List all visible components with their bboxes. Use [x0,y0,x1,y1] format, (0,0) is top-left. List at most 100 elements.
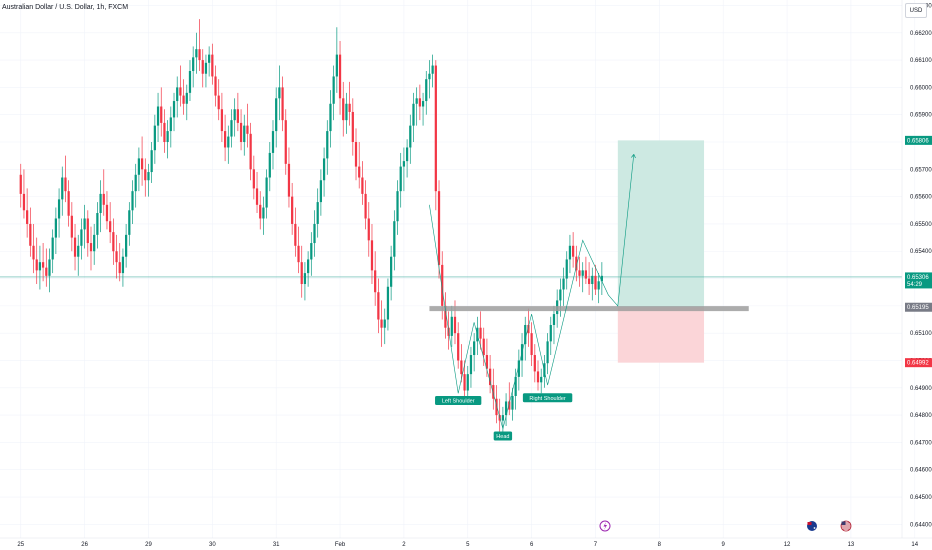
candle-body [144,169,147,181]
candle-body [291,196,294,224]
candle-body [220,109,224,132]
candle-body [549,324,552,342]
price-tick-label: 0.65600 [910,195,932,201]
candle-body [57,199,61,219]
candle-body [396,191,399,222]
candle-body [271,131,275,153]
candle-body [517,360,520,377]
candle-body [431,65,434,74]
candle-body [300,262,303,285]
candle-body [147,172,150,181]
candle-body [252,169,255,189]
candle-body [326,131,329,159]
candle-body [313,223,316,244]
pattern-label-box [522,393,573,403]
candle-body [89,243,93,252]
candle-body [278,87,281,99]
pattern-path-line[interactable] [429,154,635,430]
candle-body [425,79,428,102]
time-axis[interactable]: 25 26 29 30 31 Feb 2 5 6 7 8 9 12 13 14 [17,542,918,548]
time-tick-label: 8 [658,542,662,548]
candle-body [329,103,332,132]
candle-body [345,103,348,121]
candle-body [399,166,402,192]
target-zone[interactable] [617,140,705,308]
price-axis[interactable]: 0.663000.662000.661000.660000.659000.658… [910,3,932,528]
candle-body [54,218,57,238]
stop-zone[interactable] [617,307,705,363]
candle-body [450,316,453,336]
candle-body [488,368,492,386]
candle-body [303,273,307,285]
projection-arrowhead [631,154,636,159]
candle-body [415,98,418,104]
candle-body [562,278,565,290]
pattern-label-box [435,395,482,405]
candle-body [185,92,188,104]
candle-body [102,193,105,205]
candle-body [428,73,431,80]
candle-body [409,125,412,148]
candle-body [233,109,236,121]
candle-body [460,360,463,375]
candle-body [77,245,80,257]
candle-body [533,355,536,372]
candle-body [508,401,511,410]
price-tick-label: 0.64500 [910,495,932,501]
neckline-level[interactable] [429,306,749,312]
price-tick-label: 0.65100 [910,331,932,337]
candle-body [214,76,217,96]
candle-body [402,161,406,167]
candle-body [530,333,533,356]
price-tick-label: 0.66000 [910,85,932,91]
candle-body [546,341,549,364]
candle-body [600,275,603,282]
candle-body [479,327,482,339]
candle-body [22,193,26,211]
candlestick-series [19,19,603,435]
candle-body [115,251,118,263]
symbol-title: Australian Dollar / U.S. Dollar, 1h, FXC… [2,4,129,11]
flag-union-detail [807,522,812,525]
candle-body [482,338,485,356]
candle-body [169,117,172,132]
candle-body [160,106,163,123]
candle-body [80,229,83,246]
candle-body [444,305,447,328]
candle-body [351,111,354,143]
candle-body [121,256,125,274]
candle-body [466,374,469,391]
candle-body [204,62,208,74]
candle-body [514,376,517,396]
time-tick-label: 25 [17,542,24,548]
candle-body [112,232,115,252]
candle-body [501,415,505,421]
candle-body [239,122,243,143]
pattern-label-box [493,431,513,441]
candle-body [67,191,70,216]
candle-body [255,188,259,205]
candle-body [594,275,597,290]
time-tick-label: 5 [466,542,470,548]
candle-body [597,281,600,290]
candle-body [581,270,584,276]
price-tick-label: 0.64700 [910,440,932,446]
candle-body [265,177,268,208]
price-tick-label: 0.66200 [910,31,932,37]
candle-body [201,60,204,74]
candle-body [565,259,568,279]
price-tick-label: 0.64900 [910,386,932,392]
candle-body [172,101,176,118]
candle-body [128,210,131,235]
candle-body [591,275,594,285]
event-markers[interactable] [599,520,852,532]
candle-body [386,286,390,320]
currency-button[interactable]: USD [905,3,927,18]
candle-body [297,245,300,263]
candle-body [125,234,128,257]
candle-body [153,125,156,151]
candle-body [421,101,425,107]
candle-body [358,166,361,178]
